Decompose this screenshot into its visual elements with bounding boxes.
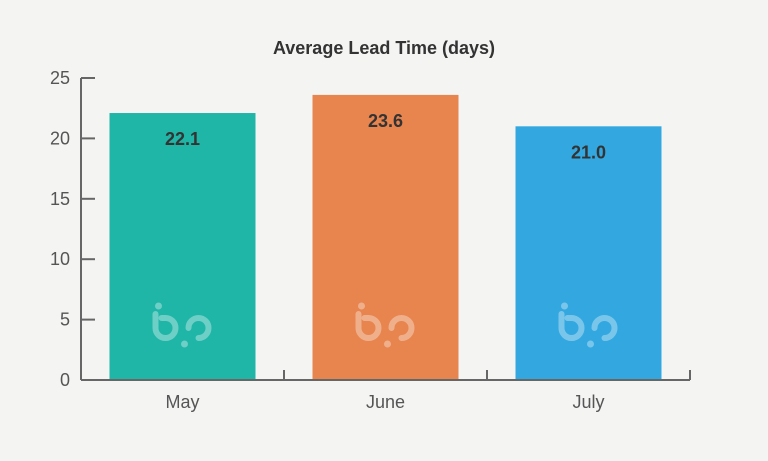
- x-tick-label: May: [165, 392, 199, 412]
- watermark-logo-icon: [558, 302, 618, 348]
- bar-may: [109, 113, 256, 381]
- bar-june: [312, 94, 459, 381]
- watermark-logo-icon: [152, 302, 212, 348]
- x-tick-label: July: [572, 392, 604, 412]
- data-label: 22.1: [165, 129, 200, 149]
- y-tick-label: 5: [60, 310, 70, 330]
- y-tick-label: 15: [50, 189, 70, 209]
- bar-july: [515, 126, 662, 380]
- chart-title: Average Lead Time (days): [272, 38, 496, 58]
- data-label: 21.0: [571, 142, 606, 162]
- y-tick-label: 20: [50, 128, 70, 148]
- data-label: 23.6: [368, 111, 403, 131]
- x-tick-label: June: [366, 392, 405, 412]
- y-tick-label: 25: [50, 68, 70, 88]
- y-tick-label: 0: [60, 370, 70, 390]
- watermark-logo-icon: [355, 302, 415, 348]
- y-tick-label: 10: [50, 249, 70, 269]
